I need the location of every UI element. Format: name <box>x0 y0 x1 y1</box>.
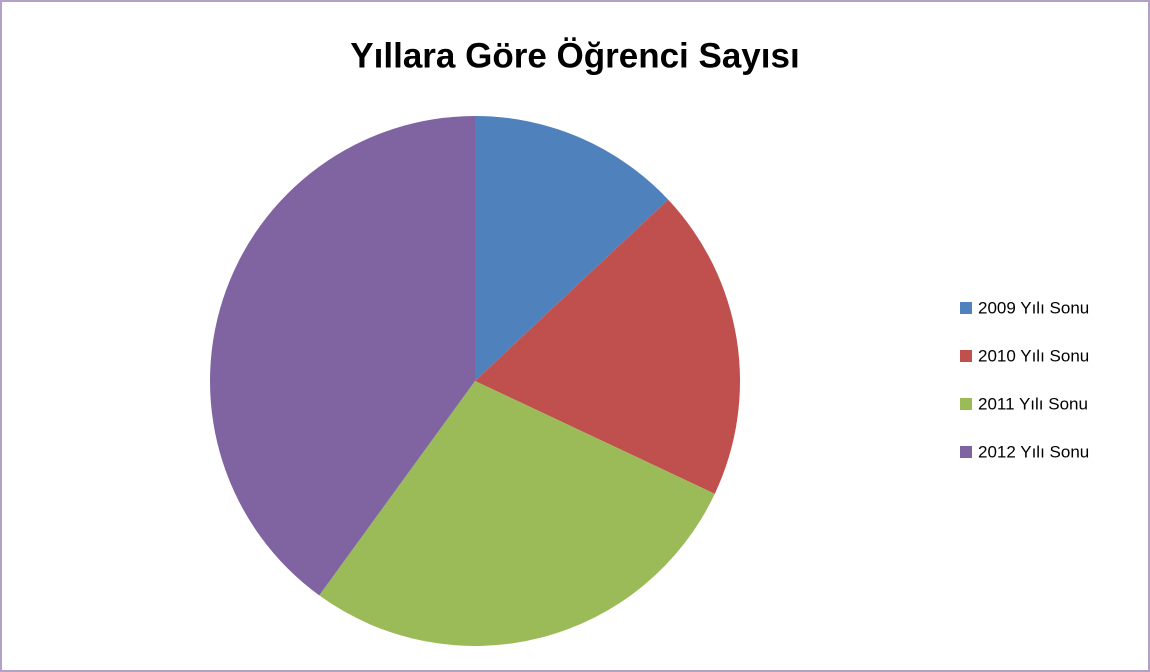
legend-label: 2011 Yılı Sonu <box>978 394 1088 413</box>
legend-swatch <box>960 398 972 410</box>
chart-title: Yıllara Göre Öğrenci Sayısı <box>350 36 799 75</box>
legend-label: 2012 Yılı Sonu <box>978 442 1089 461</box>
legend-label: 2009 Yılı Sonu <box>978 298 1089 317</box>
pie-slice <box>319 381 715 646</box>
pie-slice <box>475 199 741 494</box>
legend-label: 2010 Yılı Sonu <box>978 346 1089 365</box>
pie-slice <box>209 116 475 596</box>
legend-swatch <box>960 350 972 362</box>
legend-swatch <box>960 446 972 458</box>
pie-slice <box>475 116 669 381</box>
legend-swatch <box>960 302 972 314</box>
